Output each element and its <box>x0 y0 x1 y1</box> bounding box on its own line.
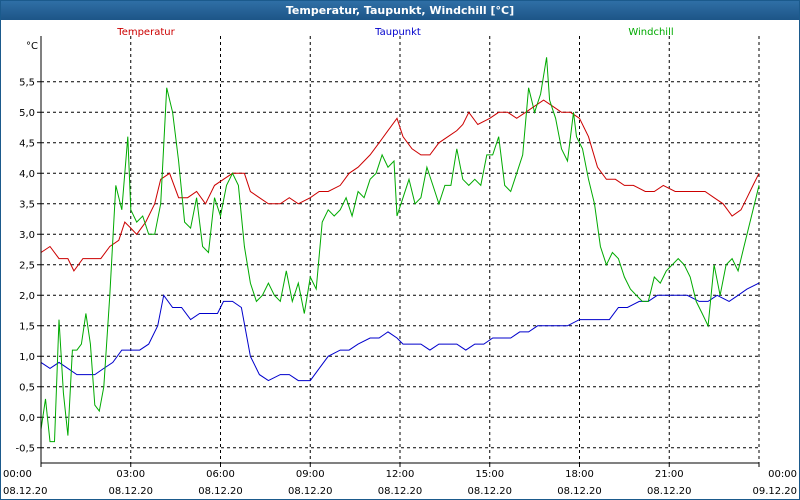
x-tick-date: 08.12.20 <box>288 486 333 497</box>
y-ticks: -0,5 0,0 0,5 1,0 1,5 2,0 2,5 3,0 3,5 4,0 4,5 5,0 5,5 <box>15 77 41 454</box>
x-tick-date: 09.12.20 <box>752 486 797 497</box>
x-tick-date: 08.12.20 <box>557 486 602 497</box>
chart-title: Temperatur, Taupunkt, Windchill [°C] <box>1 1 799 20</box>
y-tick-label: 1,0 <box>19 352 35 363</box>
y-tick-label: 2,5 <box>19 260 35 271</box>
legend-item-temperatur: Temperatur <box>116 27 175 38</box>
y-tick-label: 4,0 <box>19 169 35 180</box>
y-tick-label: 3,5 <box>19 199 35 210</box>
legend: Temperatur Taupunkt Windchill <box>116 27 673 38</box>
y-tick-label: 5,0 <box>19 108 35 119</box>
x-tick-date: 08.12.20 <box>198 486 243 497</box>
y-tick-label: 1,5 <box>19 321 35 332</box>
x-tick-time: 21:00 <box>655 469 684 480</box>
y-tick-label: 4,5 <box>19 138 35 149</box>
x-tick-date: 08.12.20 <box>647 486 692 497</box>
legend-item-windchill: Windchill <box>628 27 673 38</box>
x-tick-time: 12:00 <box>386 469 415 480</box>
x-tick-time: 18:00 <box>565 469 594 480</box>
y-axis-label: °C <box>26 41 38 52</box>
series-line-taupunkt <box>40 282 760 382</box>
y-tick-label: -0,5 <box>15 443 35 454</box>
x-tick-time: 09:00 <box>296 469 325 480</box>
y-tick-label: 3,0 <box>19 230 35 241</box>
x-tick-time: 00:00 <box>768 469 797 480</box>
y-tick-label: 0,0 <box>19 413 35 424</box>
x-tick-time: 15:00 <box>475 469 504 480</box>
legend-item-taupunkt: Taupunkt <box>374 27 421 38</box>
x-tick-date: 08.12.20 <box>378 486 423 497</box>
x-tick-time: 03:00 <box>116 469 145 480</box>
x-tick-date: 08.12.20 <box>3 486 48 497</box>
series-lines <box>40 57 760 443</box>
x-ticks: 00:00 08.12.20 03:00 08.12.20 06:00 08.12.20 0… <box>3 463 797 497</box>
y-tick-label: 0,5 <box>19 382 35 393</box>
x-tick-date: 08.12.20 <box>467 486 512 497</box>
x-tick-time: 06:00 <box>206 469 235 480</box>
series-line-temperatur <box>40 99 760 272</box>
chart-canvas: -0,5 0,0 0,5 1,0 1,5 2,0 2,5 3,0 3,5 4,0 4,5 5,0 5,5… <box>3 27 797 497</box>
y-tick-label: 5,5 <box>19 77 35 88</box>
x-tick-time: 00:00 <box>3 469 32 480</box>
series-line-windchill <box>40 57 760 443</box>
x-tick-date: 08.12.20 <box>108 486 153 497</box>
y-tick-label: 2,0 <box>19 291 35 302</box>
